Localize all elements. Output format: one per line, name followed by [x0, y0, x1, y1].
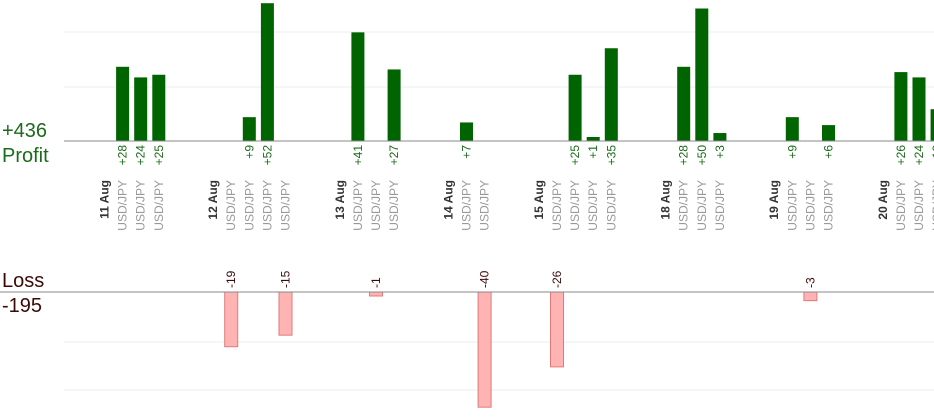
pair-label: USD/JPY [460, 180, 474, 231]
date-label: 12 Aug [206, 180, 220, 220]
loss-bar [224, 291, 239, 348]
profit-value-label: +35 [604, 145, 618, 166]
date-label: 13 Aug [333, 180, 347, 220]
pair-label: USD/JPY [242, 180, 256, 231]
pair-label: USD/JPY [586, 180, 600, 231]
profit-bar [116, 66, 130, 141]
pair-label: USD/JPY [930, 180, 934, 231]
profit-bar [713, 133, 727, 141]
profit-value-label: +24 [912, 145, 926, 166]
profit-value-label: +9 [242, 145, 256, 159]
profit-value-label: +7 [460, 145, 474, 159]
pair-label: USD/JPY [677, 180, 691, 231]
profit-value-label: +3 [713, 145, 727, 159]
profit-bar [152, 74, 166, 141]
date-label: 11 Aug [98, 180, 112, 219]
profit-bar [568, 74, 582, 141]
profit-bar [242, 117, 256, 141]
pair-label: USD/JPY [387, 180, 401, 231]
profit-bar [586, 137, 600, 141]
date-label: 15 Aug [532, 180, 546, 220]
pair-label: USD/JPY [224, 180, 238, 231]
profit-value-label: +25 [568, 145, 582, 166]
pair-label: USD/JPY [351, 180, 365, 231]
pair-label: USD/JPY [695, 180, 709, 231]
date-label: 20 Aug [876, 180, 890, 220]
profit-bar [695, 8, 709, 141]
profit-value-label: +1 [586, 145, 600, 159]
loss-bar [550, 291, 564, 368]
profit-value-label: +6 [822, 145, 836, 159]
profit-total: +436 [2, 120, 48, 142]
loss-value-label: -19 [224, 270, 238, 288]
pair-label: USD/JPY [912, 180, 926, 231]
profit-bar [134, 77, 148, 141]
profit-bar [912, 77, 926, 141]
pair-label: USD/JPY [822, 180, 836, 231]
profit-bar [260, 3, 274, 142]
pair-label: USD/JPY [152, 180, 166, 231]
loss-bar [369, 291, 383, 297]
loss-bar [278, 291, 293, 336]
profit-bar [785, 117, 799, 141]
profit-value-label: +27 [387, 145, 401, 166]
loss-value-label: -40 [478, 270, 492, 288]
profit-value-label: +28 [677, 145, 691, 166]
loss-value-label: -26 [550, 270, 564, 288]
pair-label: USD/JPY [803, 180, 817, 231]
pair-label: USD/JPY [116, 180, 130, 231]
profit-bar [894, 72, 908, 141]
profit-bar [351, 32, 365, 141]
loss-total: -195 [2, 295, 43, 317]
profit-bar [822, 125, 835, 141]
pair-label: USD/JPY [550, 180, 564, 231]
profit-bar [677, 66, 691, 141]
pair-label: USD/JPY [894, 180, 908, 231]
date-label: 19 Aug [767, 180, 781, 220]
pair-label: USD/JPY [478, 180, 492, 231]
pair-label: USD/JPY [134, 180, 148, 231]
profit-bar [930, 109, 934, 141]
profit-bar [460, 122, 473, 141]
profit-value-label: +41 [351, 145, 365, 166]
loss-value-label: -1 [369, 277, 383, 288]
pair-label: USD/JPY [785, 180, 799, 231]
pair-label: USD/JPY [279, 180, 293, 231]
profit-label: Profit [2, 145, 49, 167]
pair-label: USD/JPY [369, 180, 383, 231]
pair-label: USD/JPY [568, 180, 582, 231]
profit-value-label: +50 [695, 145, 709, 166]
profit-value-label: +28 [116, 145, 130, 166]
profit-value-label: +25 [152, 145, 166, 166]
profit-bar [387, 69, 401, 141]
profit-value-label: +12 [930, 145, 934, 166]
profit-value-label: +24 [134, 145, 148, 166]
pair-label: USD/JPY [604, 180, 618, 231]
profit-value-label: +26 [894, 145, 908, 166]
pair-label: USD/JPY [260, 180, 274, 231]
loss-value-label: -15 [279, 270, 293, 288]
profit-value-label: +52 [260, 145, 274, 166]
loss-label: Loss [2, 270, 45, 292]
pair-label: USD/JPY [713, 180, 727, 231]
profit-value-label: +9 [785, 145, 799, 159]
date-label: 18 Aug [659, 180, 673, 220]
profit-bar [604, 48, 618, 141]
date-label: 14 Aug [441, 180, 455, 220]
loss-bar [803, 291, 818, 302]
loss-bar [477, 291, 492, 408]
loss-value-label: -3 [803, 277, 817, 288]
